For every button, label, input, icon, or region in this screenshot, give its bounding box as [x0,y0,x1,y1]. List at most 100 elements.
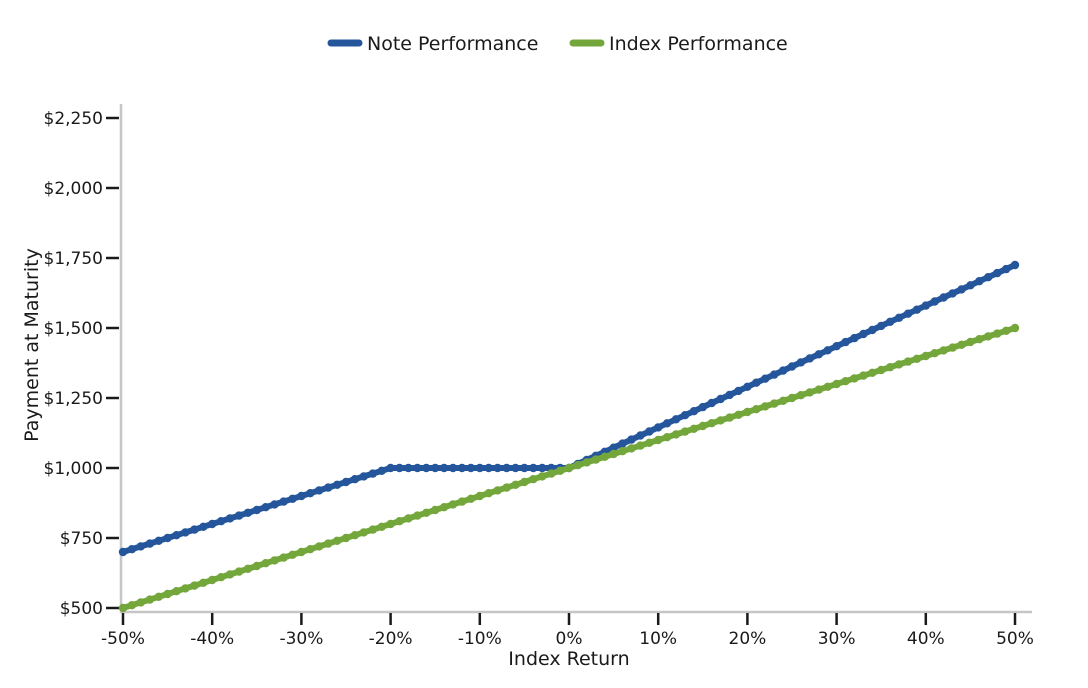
series-marker-note-performance [439,463,449,473]
series-marker-index-performance [118,603,128,613]
series-marker-note-performance [252,505,261,515]
series-marker-note-performance [930,297,939,306]
series-marker-index-performance [350,531,360,540]
series-marker-index-performance [368,525,377,534]
series-marker-note-performance [868,325,877,335]
series-marker-index-performance [832,379,841,389]
series-marker-index-performance [707,419,716,428]
series-marker-note-performance [984,273,993,282]
series-marker-index-performance [216,573,226,582]
series-marker-index-performance [413,511,422,520]
series-marker-index-performance [957,340,966,349]
series-marker-index-performance [234,567,244,576]
series-marker-index-performance [136,598,145,607]
series-marker-index-performance [645,438,654,447]
series-marker-note-performance [377,466,386,475]
series-marker-note-performance [332,480,342,489]
series-marker-note-performance [966,281,975,290]
series-marker-note-performance [707,398,716,408]
series-marker-index-performance [564,463,574,473]
series-marker-index-performance [716,416,725,425]
series-marker-note-performance [787,362,797,371]
series-marker-note-performance [725,390,734,400]
series-marker-index-performance [582,458,591,467]
series-marker-index-performance [609,449,618,459]
series-marker-index-performance [199,578,208,587]
y-tick-label: $500 [60,599,103,619]
series-marker-note-performance [448,463,458,473]
series-marker-note-performance [832,342,841,351]
series-marker-index-performance [359,528,368,537]
series-marker-note-performance [127,545,137,554]
series-marker-index-performance [529,475,538,484]
series-marker-note-performance [154,536,163,545]
series-marker-index-performance [145,595,154,604]
series-marker-index-performance [814,385,823,394]
y-tick-label: $1,000 [44,459,103,479]
series-marker-note-performance [216,517,226,526]
series-marker-index-performance [618,447,627,456]
series-marker-index-performance [154,592,163,601]
x-tick-label: -20% [369,629,413,649]
x-tick-label: -30% [279,629,323,649]
series-marker-index-performance [190,581,199,590]
series-marker-note-performance [297,491,306,501]
series-marker-index-performance [761,402,770,411]
series-marker-index-performance [930,349,939,358]
series-marker-note-performance [306,489,315,498]
series-marker-note-performance [520,463,529,473]
series-marker-index-performance [903,357,913,366]
series-marker-index-performance [877,365,886,375]
series-marker-index-performance [448,500,458,509]
legend-item-index: Index Performance [569,33,788,55]
series-marker-index-performance [511,480,520,489]
series-marker-note-performance [850,333,859,343]
series-marker-note-performance [859,329,868,339]
x-tick-label: -50% [101,629,145,649]
series-marker-note-performance [680,411,690,420]
series-marker-index-performance [243,564,253,573]
series-marker-index-performance [127,601,137,610]
series-marker-note-performance [413,463,422,473]
series-marker-note-performance [315,486,324,495]
y-tick-label: $750 [60,529,103,549]
series-marker-index-performance [787,393,797,403]
series-marker-index-performance [894,360,904,369]
series-marker-index-performance [252,561,261,571]
series-marker-index-performance [172,587,181,596]
series-marker-note-performance [422,463,431,473]
series-marker-note-performance [796,358,806,367]
series-marker-note-performance [770,370,779,379]
series-marker-index-performance [573,461,583,470]
series-marker-index-performance [538,472,547,481]
series-marker-note-performance [270,500,279,509]
series-marker-note-performance [662,419,672,428]
series-marker-note-performance [636,431,645,440]
series-marker-index-performance [341,533,351,543]
series-marker-index-performance [395,517,404,526]
series-marker-note-performance [502,463,511,473]
series-marker-note-performance [208,519,217,529]
series-marker-index-performance [208,575,217,585]
x-tick-label: -10% [458,629,502,649]
series-marker-note-performance [136,542,145,551]
series-marker-index-performance [181,584,190,593]
series-marker-index-performance [698,421,707,431]
series-marker-note-performance [181,528,190,537]
series-marker-index-performance [993,329,1002,338]
series-marker-note-performance [457,463,467,473]
legend-label-index: Index Performance [609,33,788,55]
series-marker-index-performance [547,469,556,478]
series-marker-index-performance [404,514,413,523]
series-marker-index-performance [654,435,663,445]
series-marker-note-performance [752,378,761,387]
series-marker-note-performance [975,277,984,286]
series-marker-note-performance [671,415,681,424]
series-marker-index-performance [680,427,690,436]
series-marker-index-performance [1001,326,1011,335]
series-marker-index-performance [332,536,342,545]
series-marker-index-performance [297,547,306,557]
series-marker-note-performance [948,289,957,298]
series-marker-index-performance [484,489,493,498]
